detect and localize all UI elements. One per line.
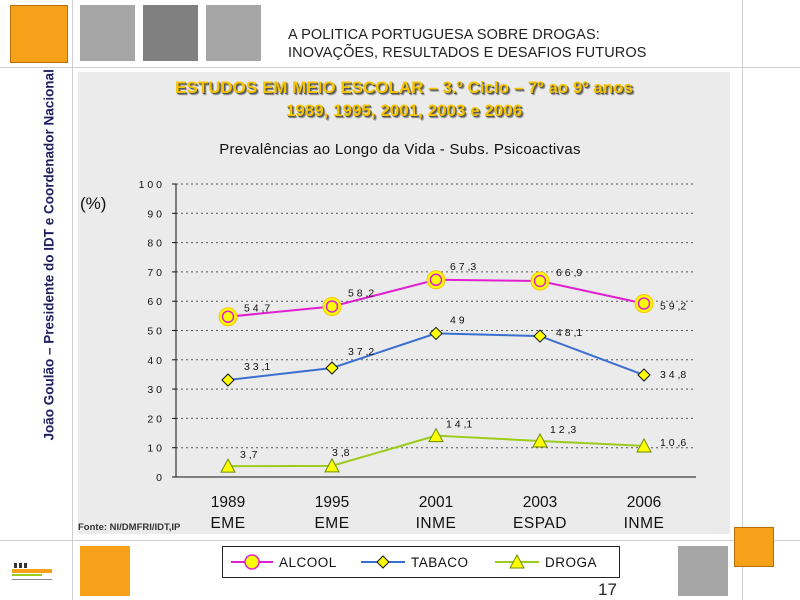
x-tick-label-year: 1995 (315, 494, 349, 511)
data-point-tabaco (221, 373, 235, 387)
data-point-droga (636, 437, 652, 453)
frame-line-left (72, 0, 73, 600)
presentation-title: A POLITICA PORTUGUESA SOBRE DROGAS: INOV… (288, 26, 647, 62)
y-tick-label: 2 0 (147, 413, 162, 425)
y-tick-label: 5 0 (147, 326, 162, 338)
series-line-tabaco (227, 332, 645, 382)
y-tick-label: 3 0 (147, 384, 162, 396)
y-tick-label: 4 0 (147, 355, 162, 367)
x-tick-label-year: 2003 (523, 494, 557, 511)
data-label-droga: 1 2 ,3 (550, 424, 576, 436)
chart-panel (78, 72, 730, 534)
x-tick-label-study: EME (210, 515, 245, 532)
data-label-tabaco: 4 8 ,1 (556, 327, 582, 339)
x-tick-label-year: 2006 (627, 494, 661, 511)
frame-line-bottom (0, 540, 800, 541)
data-label-alcool: 6 6 ,9 (556, 267, 582, 279)
x-tick-label-study: INME (624, 515, 665, 532)
y-tick-label: 6 0 (147, 296, 162, 308)
data-label-droga: 3 ,8 (332, 447, 350, 459)
data-label-droga: 3 ,7 (240, 449, 258, 461)
page-number: 17 (598, 580, 617, 599)
data-point-tabaco (429, 326, 443, 341)
x-tick-label-study: INME (416, 515, 457, 532)
data-label-alcool: 5 4 ,7 (244, 303, 270, 315)
data-point-droga (220, 458, 236, 473)
y-tick-label: 0 (156, 472, 162, 484)
gray-square-bottom-right (678, 546, 728, 596)
legend-label-tabaco: TABACO (411, 555, 469, 570)
frame-line-right (742, 0, 743, 600)
data-label-tabaco: 3 7 ,2 (348, 346, 374, 358)
data-label-tabaco: 3 4 ,8 (660, 369, 686, 381)
y-tick-label: 9 0 (147, 208, 162, 220)
data-point-tabaco (533, 329, 547, 343)
presentation-title-line2: INOVAÇÕES, RESULTADOS E DESAFIOS FUTUROS (288, 45, 647, 61)
x-tick-label-study: EME (314, 515, 349, 532)
legend-label-droga: DROGA (545, 555, 598, 570)
data-label-alcool: 5 9 ,2 (660, 301, 686, 313)
data-label-droga: 1 4 ,1 (446, 419, 472, 431)
gray-square-1 (80, 5, 135, 61)
data-point-alcool (530, 271, 550, 291)
y-tick-label: 7 0 (147, 267, 162, 279)
data-point-droga (532, 432, 548, 448)
chart-title: Prevalências ao Longo da Vida - Subs. Ps… (219, 141, 581, 158)
presentation-title-line1: A POLITICA PORTUGUESA SOBRE DROGAS: (288, 27, 600, 43)
data-label-alcool: 6 7 ,3 (450, 261, 476, 273)
legend-marker-tabaco (361, 555, 405, 569)
x-tick-label-year: 2001 (419, 494, 453, 511)
line-chart: 0 1 0 2 0 3 0 4 0 5 0 6 0 7 0 8 0 9 0 1 0 0 1989 EME… (139, 179, 696, 532)
y-tick-label: 1 0 0 (139, 179, 163, 191)
data-point-tabaco (325, 361, 339, 375)
idt-logo-icon (12, 563, 52, 580)
data-point-alcool (322, 296, 342, 316)
data-point-tabaco (637, 368, 651, 382)
data-label-alcool: 5 8 ,2 (348, 287, 374, 299)
frame-line-top (0, 67, 800, 68)
y-axis-unit: (%) (80, 194, 107, 213)
slide-title-line2: 1989, 1995, 2001, 2003 e 2006 (285, 101, 523, 120)
data-point-droga (428, 427, 444, 443)
data-point-droga (324, 457, 340, 473)
gray-square-3 (206, 5, 261, 61)
orange-square-bottom-left (80, 546, 130, 596)
legend-marker-droga (495, 553, 539, 569)
orange-square-bottom-right (734, 527, 774, 567)
gray-square-2 (143, 5, 198, 61)
data-point-alcool (218, 307, 238, 327)
data-label-tabaco: 3 3 ,1 (244, 361, 270, 373)
data-point-alcool (426, 270, 446, 290)
data-point-alcool (634, 294, 654, 314)
y-tick-label: 8 0 (147, 238, 162, 250)
legend-marker-alcool (231, 554, 273, 570)
slide-title-line1: ESTUDOS EM MEIO ESCOLAR – 3.º Ciclo – 7º… (175, 78, 633, 97)
x-tick-label-year: 1989 (211, 494, 245, 511)
y-tick-label: 1 0 (147, 443, 162, 455)
chart-legend: ALCOOL TABACO DROGA (222, 546, 620, 578)
x-tick-label-study: ESPAD (513, 515, 567, 532)
legend-label-alcool: ALCOOL (279, 555, 337, 570)
orange-square-top-left (10, 5, 68, 63)
data-label-tabaco: 4 9 (450, 314, 465, 326)
data-label-droga: 1 0 ,6 (660, 437, 686, 449)
source-note: Fonte: NI/DMFRI/IDT,IP (78, 522, 181, 533)
